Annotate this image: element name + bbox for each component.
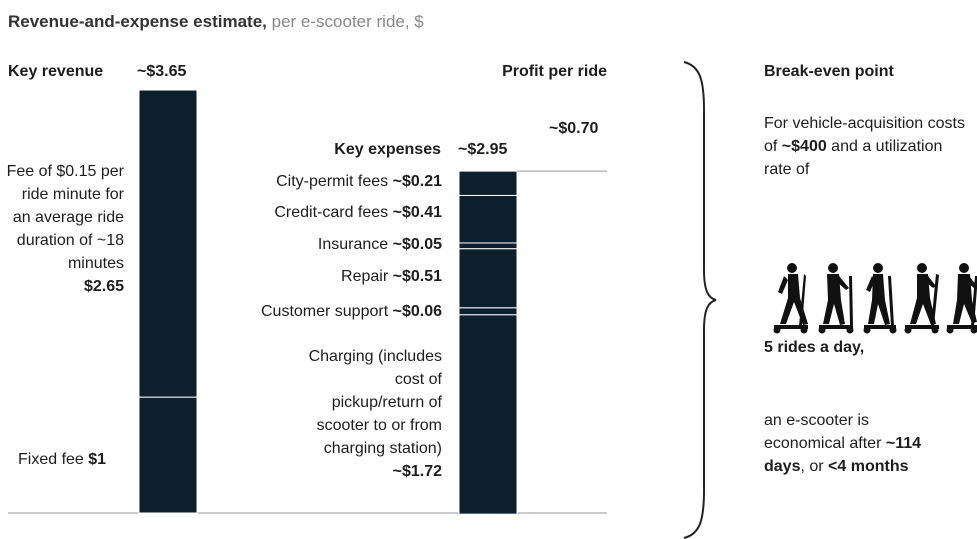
expense-segment-label: Repair ~$0.51 bbox=[341, 265, 442, 288]
segment-value: $2.65 bbox=[83, 278, 124, 295]
expense-bar bbox=[458, 307, 518, 316]
break-even-intro: For vehicle-acquisition costs of ~$400 a… bbox=[764, 112, 969, 181]
expense-segment-label: Insurance ~$0.05 bbox=[318, 233, 442, 256]
expense-segment-label: Customer support ~$0.06 bbox=[261, 300, 442, 323]
scooter-icons bbox=[773, 263, 977, 334]
title: Revenue-and-expense estimate, per e-scoo… bbox=[8, 10, 424, 33]
conclusion-part: , or bbox=[800, 458, 829, 475]
expenses-label: Key expenses bbox=[334, 141, 441, 158]
brace bbox=[683, 61, 717, 539]
segment-name: Fixed fee bbox=[18, 451, 84, 468]
intro-part: For vehicle-acquisition costs of bbox=[764, 115, 965, 155]
segment-value: ~$0.21 bbox=[392, 173, 442, 190]
segment-name: Insurance bbox=[317, 236, 389, 253]
segment-value: ~$0.41 bbox=[392, 204, 442, 221]
rides-per-day: 5 rides a day, bbox=[764, 339, 865, 356]
expense-bar bbox=[458, 242, 518, 250]
break-even-title: Break-even point bbox=[764, 63, 894, 80]
segment-value: ~$0.51 bbox=[392, 268, 442, 285]
expense-bar bbox=[458, 314, 518, 515]
expense-bar bbox=[458, 170, 518, 196]
expense-bar bbox=[458, 248, 518, 309]
revenue-bar bbox=[138, 396, 198, 514]
break-even-conclusion: an e-scooter is economical after ~114 da… bbox=[764, 409, 934, 478]
expenses-total: ~$2.95 bbox=[458, 141, 508, 158]
segment-name: City-permit fees bbox=[276, 173, 389, 190]
revenue-bar bbox=[138, 89, 198, 398]
subtitle: per e-scooter ride, $ bbox=[271, 12, 424, 31]
segment-value: ~$1.72 bbox=[392, 463, 442, 480]
segment-name: Repair bbox=[341, 268, 389, 285]
expense-bar bbox=[458, 194, 518, 244]
profit-label: Profit per ride bbox=[502, 63, 607, 80]
segment-name: Charging (includes cost of pickup/return… bbox=[308, 348, 442, 457]
segment-name: Customer support bbox=[260, 303, 389, 320]
conclusion-part: ~114 days bbox=[764, 435, 921, 475]
segment-name: Credit-card fees bbox=[274, 204, 389, 221]
segment-value: ~$0.05 bbox=[392, 236, 442, 253]
revenue-segment-label: Fee of $0.15 per ride minute for an aver… bbox=[6, 160, 124, 298]
conclusion-part: <4 months bbox=[828, 458, 909, 475]
title-text: Revenue-and-expense estimate, bbox=[8, 12, 267, 31]
intro-part: ~$400 bbox=[781, 138, 827, 155]
revenue-label: Key revenue bbox=[8, 63, 104, 80]
conclusion-part: an e-scooter is economical after bbox=[764, 412, 886, 452]
revenue-total: ~$3.65 bbox=[137, 63, 187, 80]
profit-value: ~$0.70 bbox=[549, 120, 599, 137]
segment-value: ~$0.06 bbox=[392, 303, 442, 320]
revenue-segment-label: Fixed fee $1 bbox=[18, 448, 106, 471]
expense-segment-label: Charging (includes cost of pickup/return… bbox=[302, 345, 442, 483]
expense-segment-label: Credit-card fees ~$0.41 bbox=[274, 201, 442, 224]
expense-segment-label: City-permit fees ~$0.21 bbox=[276, 170, 442, 193]
intro-part: and a utilization rate of bbox=[764, 138, 943, 178]
segment-value: $1 bbox=[88, 451, 107, 468]
segment-name: Fee of $0.15 per ride minute for an aver… bbox=[6, 163, 124, 272]
